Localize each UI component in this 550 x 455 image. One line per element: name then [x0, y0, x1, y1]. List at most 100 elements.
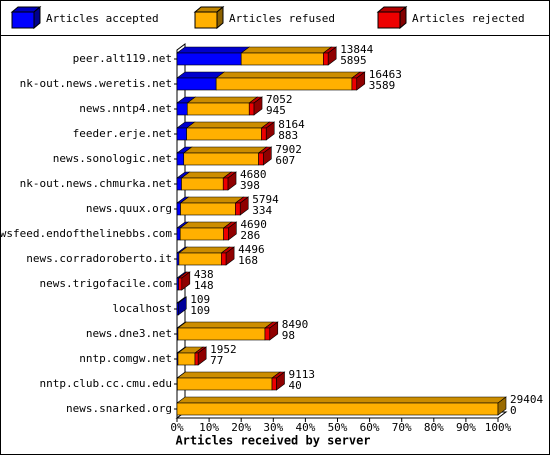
bar-segment [240, 52, 324, 66]
bar-segment [271, 377, 277, 391]
bar-segment [177, 327, 266, 341]
bar-segment [176, 202, 181, 216]
bar-segment [223, 227, 229, 241]
x-tick-label: 40% [295, 421, 315, 434]
x-tick-label: 60% [360, 421, 380, 434]
bar-top [178, 246, 231, 254]
legend-label: Articles accepted [46, 12, 159, 25]
bar-top [240, 46, 333, 54]
y-tick-label: news.quux.org [86, 202, 172, 215]
x-tick-label: 0% [170, 421, 184, 434]
bar-segment [176, 52, 242, 66]
bar-segment [264, 327, 271, 341]
x-axis-label: Articles received by server [175, 434, 370, 448]
bar-side [225, 246, 235, 266]
bar-accepted-label: 109 [190, 304, 210, 317]
bar-top [182, 146, 268, 154]
bar-segment [178, 252, 222, 266]
bar-segment [176, 177, 182, 191]
bar-side [263, 146, 272, 166]
bar-total-label: 4680 [240, 168, 267, 181]
bar-segment [178, 277, 183, 291]
bar-accepted-label: 398 [240, 179, 260, 192]
y-tick-label: nntp.club.cc.cmu.edu [40, 377, 172, 390]
bar-segment [177, 352, 196, 366]
y-tick-label: news.sonologic.net [53, 152, 172, 165]
x-tick-label: 80% [424, 421, 444, 434]
bar-top [176, 396, 507, 404]
bar-top [180, 171, 233, 179]
bar-top [177, 321, 274, 329]
bar-top [179, 221, 233, 229]
y-tick-label: news.snarked.org [66, 402, 172, 415]
bar-side [497, 396, 507, 416]
x-tick-label: 90% [456, 421, 476, 434]
bar-total-label: 9113 [289, 368, 316, 381]
bar-total-label: 13844 [340, 43, 373, 56]
legend-swatch [377, 11, 401, 29]
bar-side [265, 121, 275, 141]
bar-segment [180, 202, 236, 216]
bar-total-label: 29404 [510, 393, 543, 406]
y-tick-label: localhost [112, 302, 172, 315]
bar-total-label: 109 [190, 293, 210, 306]
y-tick-label: news.corradoroberto.it [26, 252, 172, 265]
y-tick-label: nk-out.news.weretis.net [20, 77, 172, 90]
bar-side [181, 271, 191, 291]
bar-side [276, 371, 285, 391]
bar-segment [248, 102, 255, 116]
bar-accepted-label: 5895 [340, 54, 367, 67]
y-tick-label: feeder.erje.net [73, 127, 172, 140]
bar-accepted-label: 168 [238, 254, 258, 267]
bar-accepted-label: 883 [278, 129, 298, 142]
bar-total-label: 5794 [252, 193, 279, 206]
y-tick-label: newsfeed.endofthelinebbs.com [0, 227, 172, 240]
bar-total-label: 7902 [275, 143, 302, 156]
bar-side [227, 171, 237, 191]
bar-segment [176, 102, 188, 116]
bar-segment [261, 127, 267, 141]
bar-top [215, 71, 361, 79]
bar-accepted-label: 77 [210, 354, 223, 367]
bar-side [269, 321, 279, 341]
bar-accepted-label: 607 [275, 154, 295, 167]
bar-accepted-label: 98 [282, 329, 295, 342]
bar-side [228, 221, 237, 241]
bar-segment [176, 227, 181, 241]
bar-segment [176, 127, 187, 141]
y-tick-label: nk-out.news.chmurka.net [20, 177, 172, 190]
bar-side [327, 46, 337, 66]
bar-segment [220, 252, 227, 266]
bar-segment [176, 152, 185, 166]
bar-top [179, 196, 245, 204]
bar-top [185, 121, 271, 129]
bar-segment [177, 377, 273, 391]
bar-segment [235, 202, 241, 216]
x-tick-label: 20% [231, 421, 251, 434]
bar-total-label: 8164 [278, 118, 305, 131]
y-tick-label: peer.alt119.net [73, 52, 172, 65]
bar-accepted-label: 3589 [369, 79, 396, 92]
bar-total-label: 16463 [369, 68, 402, 81]
bar-segment [215, 77, 353, 91]
legend-label: Articles refused [229, 12, 335, 25]
x-tick-label: 30% [263, 421, 283, 434]
x-tick-label: 70% [392, 421, 412, 434]
bar-segment [258, 152, 264, 166]
bar-accepted-label: 148 [194, 279, 214, 292]
x-tick-label: 10% [199, 421, 219, 434]
bar-segment [181, 177, 224, 191]
y-tick-label: nntp.comgw.net [79, 352, 172, 365]
legend-swatch [11, 11, 35, 29]
bar-segment [186, 102, 250, 116]
bar-side [356, 71, 366, 91]
bar-segment [186, 127, 262, 141]
y-tick-label: news.trigofacile.com [40, 277, 173, 290]
legend-swatch [194, 11, 218, 29]
bar-total-label: 4496 [238, 243, 265, 256]
bar-segment [179, 227, 224, 241]
bar-segment [176, 402, 499, 416]
bar-segment [183, 152, 259, 166]
bar-accepted-label: 40 [289, 379, 302, 392]
